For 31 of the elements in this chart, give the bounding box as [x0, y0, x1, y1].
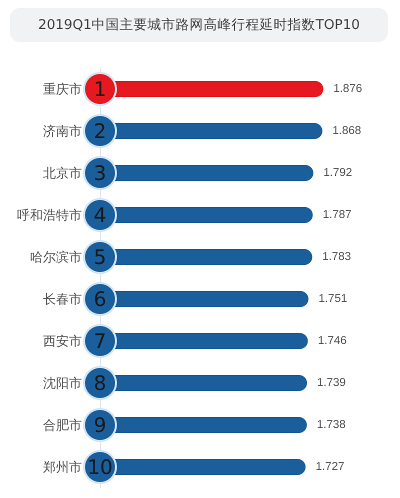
number-badge: 8: [85, 368, 115, 398]
number-badge: 9: [85, 410, 115, 440]
data-label: 1.751: [318, 293, 348, 305]
number-badge: 6: [85, 284, 115, 314]
number-badge: 7: [85, 326, 115, 356]
y-tick-label: 郑州市: [43, 460, 82, 474]
number-badge: 1: [85, 74, 115, 104]
y-tick-label: 呼和浩特市: [17, 208, 82, 222]
data-label: 1.876: [333, 83, 362, 95]
y-tick-label: 哈尔滨市: [30, 250, 82, 264]
y-tick-label: 北京市: [43, 166, 82, 180]
data-label: 1.746: [318, 335, 347, 347]
data-label: 1.739: [317, 377, 346, 389]
data-label: 1.738: [316, 419, 346, 431]
data-label: 1.727: [316, 461, 344, 473]
y-tick-label: 沈阳市: [43, 376, 82, 390]
y-tick-label: 长春市: [43, 292, 82, 306]
number-badge: 10: [85, 452, 115, 482]
y-tick-label: 济南市: [43, 124, 82, 138]
data-label: 1.787: [322, 209, 352, 221]
y-tick-label: 西安市: [43, 334, 82, 348]
y-tick-label: 合肥市: [43, 418, 82, 432]
data-label: 1.868: [332, 125, 362, 137]
chart-title: 2019Q1中国主要城市路网高峰行程延时指数TOP10: [10, 8, 388, 42]
data-label: 1.783: [322, 251, 352, 263]
number-badge: 4: [85, 200, 115, 230]
number-badge: 3: [85, 158, 115, 188]
y-tick-label: 重庆市: [43, 82, 82, 96]
number-badge: 5: [85, 242, 115, 272]
number-badge: 2: [85, 116, 115, 146]
data-label: 1.792: [323, 167, 352, 179]
